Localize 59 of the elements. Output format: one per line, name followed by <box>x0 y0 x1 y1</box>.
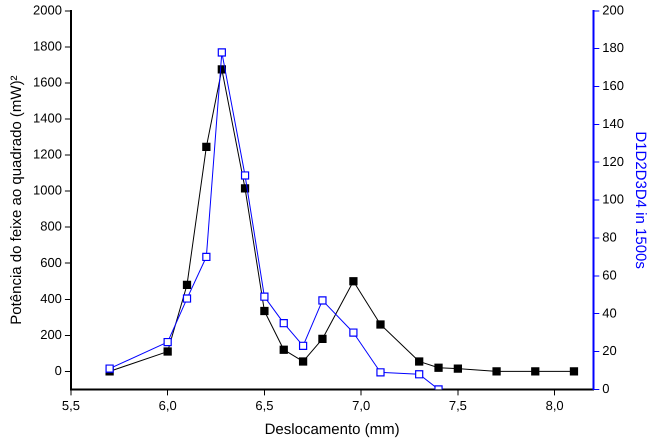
point <box>164 347 172 356</box>
y-tick-label: 1800 <box>33 38 62 54</box>
x-tick-label: 5,5 <box>62 398 80 413</box>
point <box>349 328 358 337</box>
y-tick-label: 600 <box>40 254 62 270</box>
x-tick-label: 6,0 <box>158 398 177 413</box>
point <box>570 367 578 376</box>
point <box>164 338 172 346</box>
y2-tick-label: 0 <box>602 380 610 396</box>
y-tick-label: 0 <box>54 362 62 378</box>
y-tick-label: 1400 <box>33 110 62 126</box>
point <box>218 48 226 57</box>
point <box>280 346 288 354</box>
y-tick-label: 200 <box>40 326 62 342</box>
point <box>202 142 210 152</box>
y2-axis-title: D1D2D3D4 in 1500s <box>632 131 649 269</box>
point <box>260 306 269 316</box>
point <box>260 292 269 301</box>
x-tick-label: 7,0 <box>352 398 370 413</box>
y-tick-label: 400 <box>40 290 62 306</box>
y2-tick-label: 100 <box>602 192 624 207</box>
y2-tick-label: 60 <box>602 267 617 282</box>
x-tick-label: 8,0 <box>546 398 564 413</box>
point <box>376 368 385 376</box>
y-tick-label: 2000 <box>33 2 62 18</box>
y2-tick-label: 140 <box>602 116 624 131</box>
point <box>531 367 540 376</box>
point <box>415 370 424 378</box>
point <box>298 357 308 366</box>
y2-tick-label: 20 <box>602 343 617 358</box>
point <box>298 342 308 350</box>
y2-tick-label: 160 <box>602 78 624 94</box>
y2-tick-label: 40 <box>602 305 617 320</box>
point <box>280 319 288 328</box>
x-tick-label: 7,5 <box>448 398 467 413</box>
x-axis-title: Deslocamento (mm) <box>264 421 400 438</box>
y2-tick-label: 180 <box>602 40 624 56</box>
y-axis-title: Potência do feixe ao quadrado (mW)² <box>8 75 26 325</box>
y-tick-label: 1600 <box>33 74 62 90</box>
point <box>434 364 443 372</box>
point <box>202 252 210 262</box>
point <box>492 367 501 376</box>
y2-tick-label: 80 <box>602 230 617 245</box>
point <box>182 280 192 289</box>
point <box>349 277 358 286</box>
point <box>415 357 424 366</box>
x-tick-label: 6,5 <box>255 398 274 413</box>
point <box>240 171 250 180</box>
y2-tick-label: 120 <box>602 154 624 169</box>
y-tick-label: 1200 <box>33 146 62 162</box>
y-tick-label: 1000 <box>33 182 62 198</box>
point <box>318 334 327 344</box>
point <box>105 364 114 373</box>
point <box>182 294 192 303</box>
point <box>376 320 385 329</box>
y-tick-label: 800 <box>40 218 62 234</box>
point <box>318 296 327 305</box>
y2-tick-label: 200 <box>602 2 624 18</box>
point <box>454 364 462 373</box>
